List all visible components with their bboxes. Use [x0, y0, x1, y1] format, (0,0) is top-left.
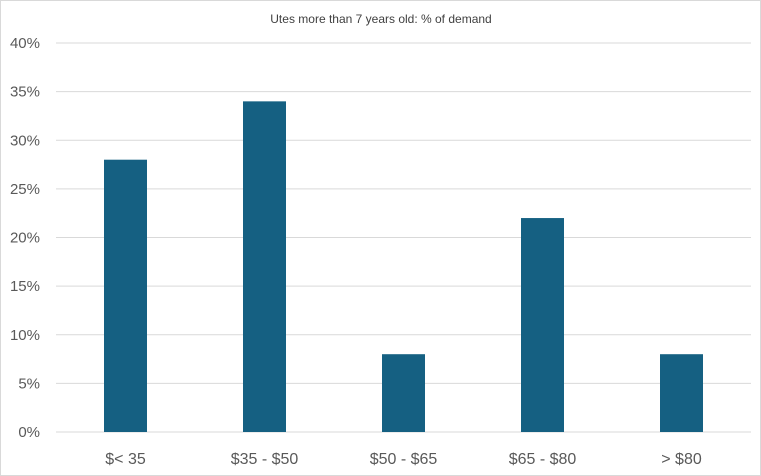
y-tick-label: 25% [10, 181, 40, 198]
bars [104, 101, 703, 432]
y-tick-label: 15% [10, 278, 40, 295]
bar [660, 354, 703, 432]
y-tick-label: 20% [10, 230, 40, 247]
y-tick-label: 30% [10, 132, 40, 149]
gridlines [56, 42, 751, 433]
chart-title: Utes more than 7 years old: % of demand [270, 12, 491, 26]
y-axis-tick-labels: 0% 5% 10% 15% 20% 25% 30% 35% 40% [10, 35, 40, 441]
x-category-label: $65 - $80 [509, 451, 577, 468]
bar [104, 159, 147, 432]
y-tick-label: 35% [10, 84, 40, 101]
y-tick-label: 0% [18, 424, 40, 441]
x-category-label: $50 - $65 [370, 451, 438, 468]
y-tick-label: 10% [10, 327, 40, 344]
x-category-label: $< 35 [105, 451, 146, 468]
y-tick-label: 5% [18, 375, 40, 392]
x-axis-category-labels: $< 35 $35 - $50 $50 - $65 $65 - $80 > $80 [105, 451, 702, 468]
bar [243, 101, 286, 432]
y-tick-label: 40% [10, 35, 40, 52]
bar [521, 218, 564, 432]
x-category-label: $35 - $50 [231, 451, 299, 468]
bar [382, 354, 425, 432]
x-category-label: > $80 [661, 451, 702, 468]
